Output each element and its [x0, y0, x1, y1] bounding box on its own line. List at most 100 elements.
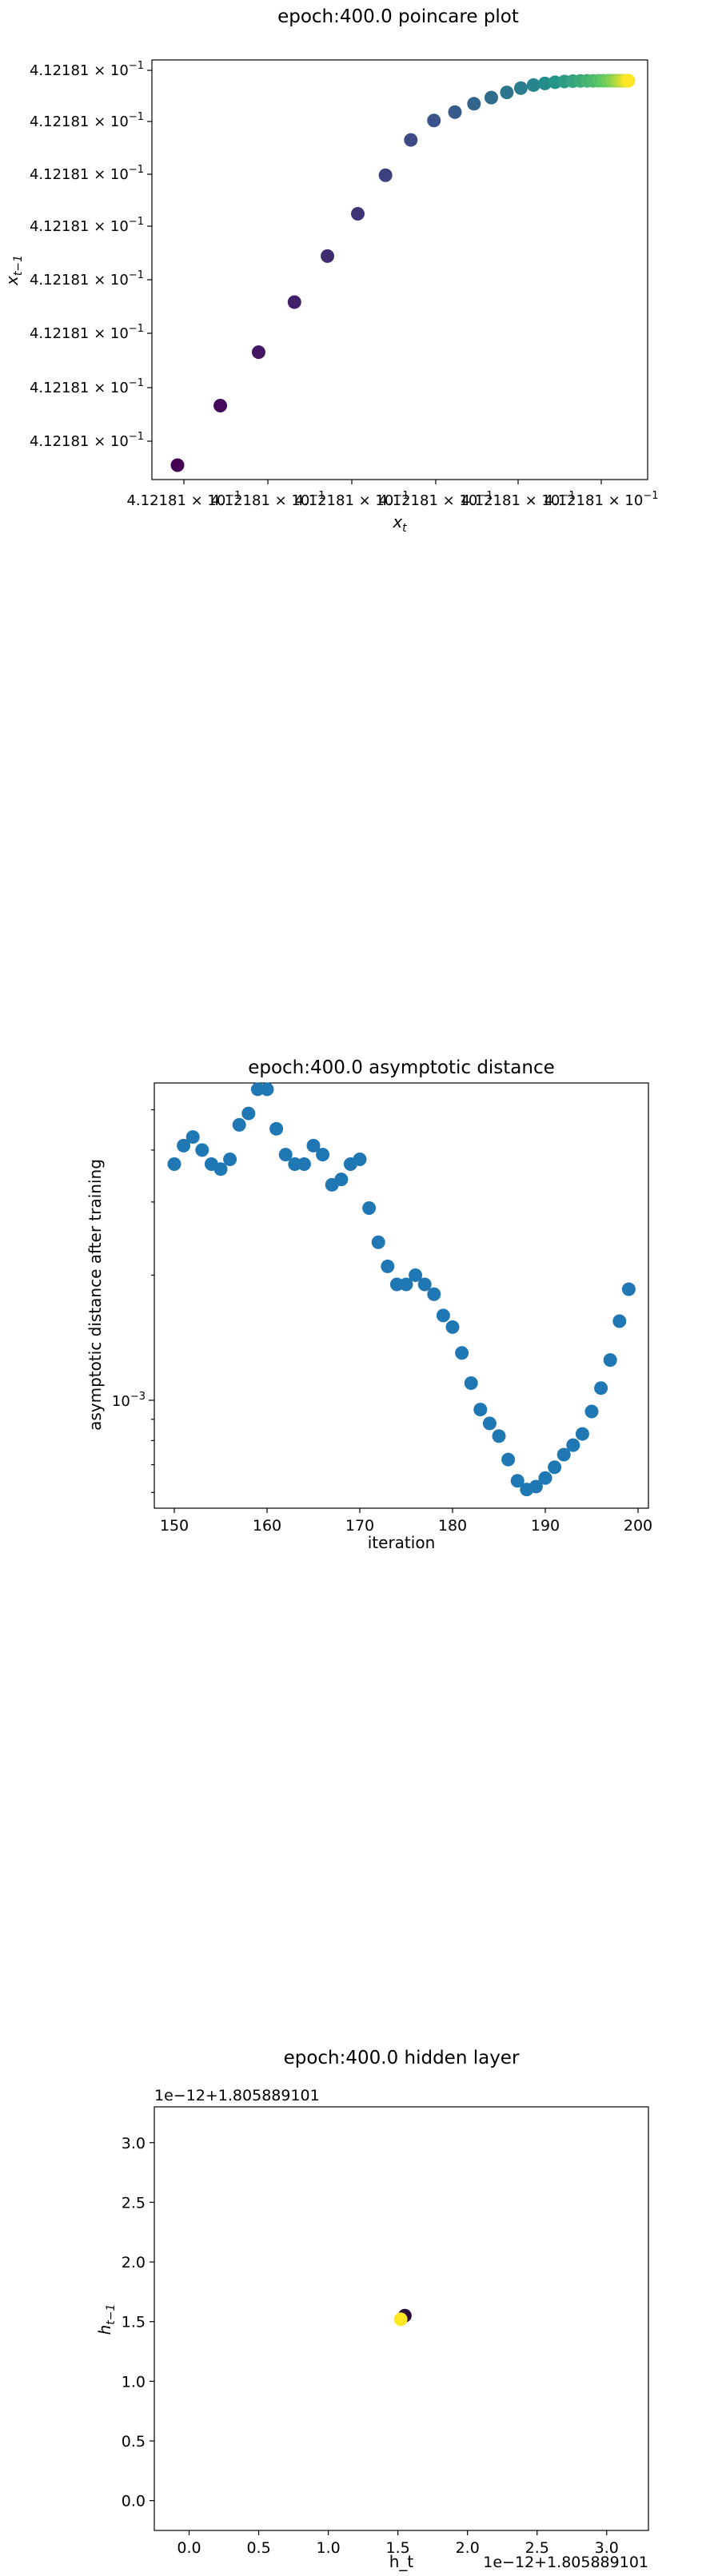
- hidden-point: [393, 2312, 408, 2327]
- poincare-y-axis-label: xt−1: [2, 255, 25, 286]
- asymptotic-point: [334, 1173, 349, 1187]
- asymptotic-point: [464, 1376, 478, 1390]
- asymptotic-point: [594, 1381, 608, 1395]
- asymptotic-point: [167, 1157, 181, 1172]
- asymptotic-point: [436, 1308, 450, 1323]
- asymptotic-x-tick-label: 190: [531, 1517, 560, 1535]
- poincare-point: [427, 113, 441, 128]
- poincare-point: [213, 398, 228, 412]
- poincare-point: [621, 74, 636, 88]
- poincare-y-tick-label: 4.12181 × 10−1: [30, 269, 144, 289]
- asymptotic-point: [621, 1282, 636, 1296]
- hidden-x-tick-label: 2.0: [456, 2539, 480, 2557]
- asymptotic-point: [371, 1235, 385, 1249]
- hidden-y-tick-label: 1.0: [122, 2373, 146, 2391]
- asymptotic-x-axis-label: iteration: [368, 1533, 436, 1552]
- asymptotic-x-tick-label: 160: [253, 1517, 281, 1535]
- asymptotic-point: [316, 1148, 330, 1162]
- poincare-x-tick-label: 4.12181 × 10−1: [126, 490, 241, 509]
- hidden-y-tick-label: 2.5: [122, 2194, 146, 2212]
- asymptotic-point: [241, 1106, 256, 1121]
- asymptotic-y-axis-label: asymptotic distance after training: [86, 1159, 105, 1431]
- hidden-y-ticks: 0.0 0.5 1.0 1.5 2.0 2.5 3.0: [122, 2135, 154, 2510]
- asymptotic-point: [195, 1143, 209, 1157]
- poincare-point: [170, 458, 185, 472]
- hidden-y-tick-label: 0.5: [122, 2433, 146, 2451]
- poincare-point: [287, 295, 301, 309]
- hidden-x-ticks: 0.0 0.5 1.0 1.5 2.0 2.5 3.0: [177, 2530, 619, 2557]
- asymptotic-x-tick-label: 170: [345, 1517, 374, 1535]
- asymptotic-point: [269, 1121, 284, 1136]
- asymptotic-point: [177, 1138, 191, 1153]
- asymptotic-point: [538, 1471, 552, 1485]
- hidden-points: [393, 2308, 412, 2327]
- asymptotic-point: [556, 1447, 571, 1462]
- asymptotic-point: [353, 1152, 367, 1166]
- asymptotic-y-ticks: 10−3: [112, 1109, 154, 1493]
- poincare-point: [500, 86, 514, 100]
- asymptotic-title: epoch:400.0 asymptotic distance: [248, 1057, 555, 1078]
- asymptotic-chart: epoch:400.0 asymptotic distance 150 160 17…: [86, 1057, 652, 1552]
- asymptotic-x-tick-label: 180: [438, 1517, 467, 1535]
- asymptotic-point: [529, 1479, 543, 1494]
- hidden-plot-frame: [154, 2106, 649, 2531]
- asymptotic-point: [455, 1346, 469, 1360]
- hidden-y-tick-label: 2.0: [122, 2254, 146, 2271]
- asymptotic-point: [362, 1201, 377, 1216]
- asymptotic-point: [399, 1277, 413, 1292]
- poincare-point: [448, 105, 462, 119]
- hidden-chart: epoch:400.0 hidden layer 1e−12+1.8058891…: [95, 2048, 649, 2571]
- asymptotic-point: [603, 1353, 617, 1368]
- poincare-title: epoch:400.0 poincare plot: [277, 6, 519, 27]
- poincare-chart: epoch:400.0 poincare plot 4.12181 × 10−1…: [2, 6, 659, 535]
- asymptotic-point: [297, 1157, 311, 1172]
- asymptotic-point: [445, 1320, 460, 1334]
- asymptotic-point: [548, 1460, 562, 1475]
- asymptotic-point: [409, 1268, 423, 1282]
- asymptotic-x-ticks: 150 160 170 180 190 200: [160, 1508, 652, 1535]
- asymptotic-point: [306, 1138, 321, 1153]
- asymptotic-point: [612, 1314, 627, 1328]
- hidden-x-offset-label: 1e−12+1.805889101: [483, 2554, 648, 2571]
- asymptotic-x-tick-label: 200: [624, 1517, 652, 1535]
- poincare-plot-frame: [151, 59, 648, 480]
- poincare-x-axis-label: xt: [392, 512, 407, 535]
- asymptotic-point: [381, 1259, 395, 1273]
- asymptotic-point: [427, 1287, 441, 1301]
- asymptotic-point: [584, 1404, 599, 1419]
- hidden-x-tick-label: 0.0: [177, 2539, 201, 2557]
- poincare-point: [404, 133, 418, 147]
- poincare-x-ticks: 4.12181 × 10−14.12181 × 10−14.12181 × 10…: [126, 480, 659, 509]
- asymptotic-point: [492, 1429, 506, 1443]
- asymptotic-point: [213, 1162, 228, 1177]
- poincare-y-tick-label: 4.12181 × 10−1: [30, 431, 144, 450]
- poincare-point: [350, 206, 365, 221]
- poincare-point: [251, 345, 265, 360]
- asymptotic-point: [473, 1403, 488, 1417]
- poincare-y-tick-label: 4.12181 × 10−1: [30, 164, 144, 183]
- poincare-y-tick-label: 4.12181 × 10−1: [30, 60, 144, 79]
- asymptotic-point: [185, 1130, 200, 1145]
- asymptotic-point: [260, 1082, 274, 1097]
- asymptotic-point: [566, 1438, 580, 1452]
- asymptotic-point: [223, 1152, 237, 1166]
- hidden-x-axis-label: h_t: [389, 2552, 414, 2571]
- asymptotic-x-tick-label: 150: [160, 1517, 189, 1535]
- poincare-y-tick-label: 4.12181 × 10−1: [30, 323, 144, 342]
- hidden-y-offset-label: 1e−12+1.805889101: [154, 2087, 320, 2104]
- asymptotic-point: [510, 1474, 525, 1488]
- poincare-point: [378, 168, 393, 182]
- hidden-y-tick-label: 1.5: [122, 2314, 146, 2331]
- asymptotic-point: [482, 1416, 497, 1431]
- poincare-y-tick-label: 4.12181 × 10−1: [30, 216, 144, 235]
- hidden-x-tick-label: 2.5: [525, 2539, 549, 2557]
- hidden-x-tick-label: 0.5: [246, 2539, 270, 2557]
- asymptotic-point: [278, 1148, 293, 1162]
- poincare-point: [513, 81, 528, 95]
- hidden-x-tick-label: 1.0: [316, 2539, 340, 2557]
- poincare-point: [321, 249, 335, 263]
- asymptotic-plot-frame: [154, 1082, 649, 1509]
- poincare-point: [484, 90, 498, 105]
- poincare-x-tick-label: 4.12181 × 10−1: [378, 490, 493, 509]
